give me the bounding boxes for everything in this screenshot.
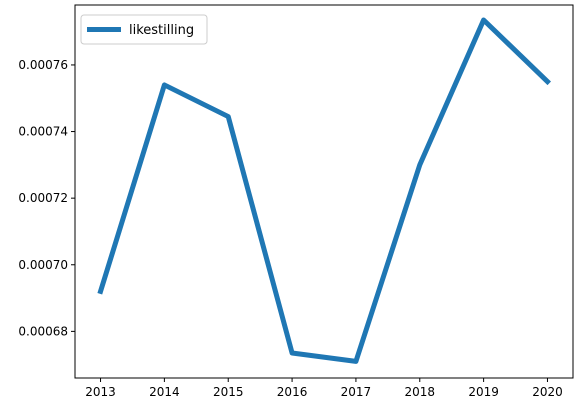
x-axis-ticks: 2013 2014 2015 2016 2017 2018 2019 2020 <box>85 378 563 399</box>
x-tick-label: 2015 <box>213 385 244 399</box>
x-tick-label: 2016 <box>277 385 308 399</box>
x-tick-label: 2013 <box>85 385 116 399</box>
y-tick-label: 0.00068 <box>18 324 68 338</box>
y-tick-label: 0.00072 <box>18 191 68 205</box>
x-tick-label: 2017 <box>341 385 372 399</box>
x-tick-label: 2014 <box>149 385 180 399</box>
y-tick-label: 0.00070 <box>18 258 68 272</box>
series-lines <box>97 17 551 364</box>
series-line-likestilling <box>97 17 551 364</box>
plot-frame <box>74 4 574 379</box>
x-tick-label: 2018 <box>404 385 435 399</box>
y-tick-label: 0.00076 <box>18 58 68 72</box>
x-tick-label: 2019 <box>468 385 499 399</box>
y-axis-ticks: 0.00068 0.00070 0.00072 0.00074 0.00076 <box>18 58 75 338</box>
legend: likestilling <box>80 14 208 45</box>
x-tick-label: 2020 <box>532 385 563 399</box>
legend-box <box>80 14 208 45</box>
y-tick-label: 0.00074 <box>18 125 68 139</box>
legend-label: likestilling <box>129 23 194 38</box>
